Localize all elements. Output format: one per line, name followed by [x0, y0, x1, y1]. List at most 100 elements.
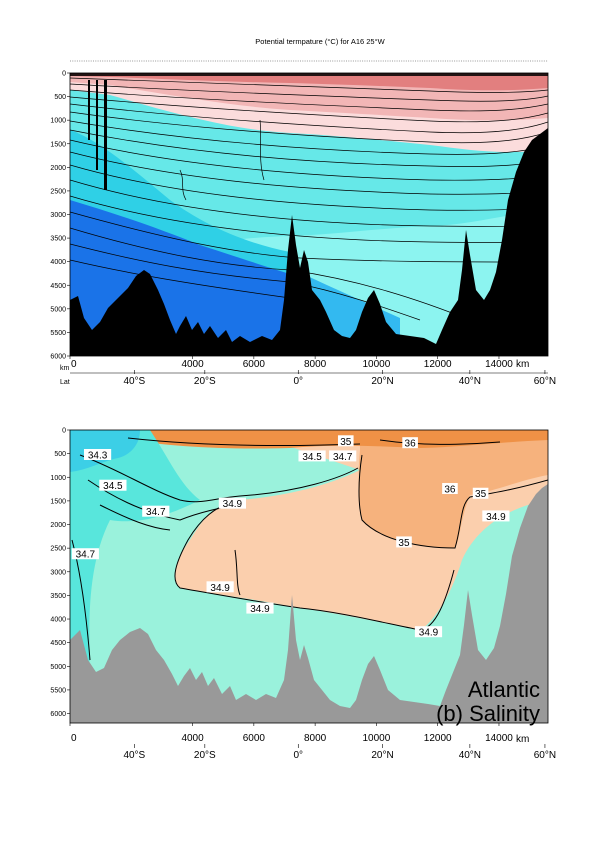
- contour-label-background: [337, 435, 354, 447]
- salinity-contour-labels: 34.3 34.5 34.7 34.7 34.9 34.5 34.7 35 36 36 35 34.9…: [71, 435, 510, 639]
- temperature-depth-axis: 0 500 1000 1500 2000 2500 3000 3500 4000 4500 5000…: [50, 71, 70, 361]
- latitude-tick-label: 40°N: [459, 376, 481, 387]
- distance-tick-label: 6000: [243, 733, 266, 744]
- distance-tick-label: 8000: [304, 359, 327, 370]
- contour-label-background: [99, 479, 127, 491]
- distance-tick-label: 12000: [424, 733, 452, 744]
- salinity-contours: [71, 437, 548, 661]
- distance-tick-label: 0: [71, 733, 77, 744]
- contour-label-background: [142, 505, 170, 517]
- salinity-plot-frame: [69, 429, 549, 724]
- depth-tick-label: 6000: [50, 354, 66, 361]
- depth-tick-label: 2500: [50, 546, 66, 553]
- distance-tick-label: 12000: [424, 359, 452, 370]
- latitude-tick-label: 20°N: [371, 750, 393, 761]
- contour-label: 36: [405, 439, 417, 450]
- depth-tick-label: 0: [62, 428, 66, 435]
- depth-tick-label: 3000: [50, 569, 66, 576]
- salinity-depth-axis: 0 500 1000 1500 2000 2500 3000 3500 4000 4500 5000…: [50, 428, 70, 718]
- depth-tick-label: 5000: [50, 664, 66, 671]
- contour-label-background: [246, 602, 274, 614]
- temperature-seafloor: [70, 128, 548, 356]
- depth-tick-label: 5500: [50, 330, 66, 337]
- contour-label-background: [83, 448, 112, 460]
- warm-surface-layer: [70, 73, 548, 91]
- depth-tick-label: 4000: [50, 259, 66, 266]
- salinity-x-unit-label: km: [516, 734, 529, 745]
- contour-label: 34.9: [419, 628, 439, 639]
- distance-tick-label: 8000: [304, 733, 327, 744]
- latitude-tick-label: 20°S: [194, 750, 216, 761]
- depth-tick-label: 5000: [50, 306, 66, 313]
- contour-label-background: [206, 581, 234, 593]
- contour-label: 34.9: [250, 604, 270, 615]
- depth-tick-label: 500: [54, 451, 66, 458]
- contour-label: 34.3: [88, 450, 108, 461]
- contour-label: 36: [444, 485, 456, 496]
- distance-tick-label: 4000: [181, 359, 204, 370]
- distance-tick-label: 14000: [485, 359, 513, 370]
- depth-tick-label: 1000: [50, 475, 66, 482]
- salinity-distance-axis: 0 4000 6000 8000 10000 12000 14000: [69, 723, 513, 744]
- depth-tick-label: 0: [62, 71, 66, 78]
- latitude-tick-label: 60°N: [534, 376, 556, 387]
- distance-tick-label: 4000: [181, 733, 204, 744]
- contour-label: 34.9: [486, 512, 506, 523]
- contour-label-background: [329, 450, 357, 462]
- temperature-latitude-axis: 40°S 20°S 0° 20°N 40°N 60°N: [123, 370, 556, 387]
- contour-label: 34.7: [76, 550, 96, 561]
- latitude-tick-label: 60°N: [534, 750, 556, 761]
- contour-label: 35: [398, 538, 410, 549]
- depth-tick-label: 2000: [50, 165, 66, 172]
- contour-label: 34.7: [146, 507, 166, 518]
- latitude-tick-label: 0°: [293, 376, 303, 387]
- latitude-tick-label: 40°S: [123, 750, 145, 761]
- salinity-latitude-axis: 40°S 20°S 0° 20°N 40°N 60°N: [123, 744, 556, 761]
- distance-tick-label: 14000: [485, 733, 513, 744]
- temperature-surface-data-strip: [70, 73, 548, 76]
- southern-station-columns: [88, 80, 107, 190]
- latitude-tick-label: 20°N: [371, 376, 393, 387]
- temperature-distance-axis: 0 4000 6000 8000 10000 12000 14000: [69, 356, 513, 370]
- contour-label: 34.9: [223, 499, 243, 510]
- salinity-low-field: [70, 430, 200, 700]
- contour-label-background: [396, 536, 412, 548]
- latitude-tick-label: 20°S: [194, 376, 216, 387]
- temperature-plot-area: [70, 73, 548, 356]
- temperature-y-unit-label: km: [60, 365, 70, 372]
- latitude-tick-label: 40°N: [459, 750, 481, 761]
- depth-tick-label: 500: [54, 94, 66, 101]
- latitude-tick-label: 40°S: [123, 376, 145, 387]
- contour-label: 34.7: [333, 452, 353, 463]
- contour-label: 34.9: [210, 583, 230, 594]
- distance-tick-label: 6000: [243, 359, 266, 370]
- depth-tick-label: 3000: [50, 212, 66, 219]
- depth-tick-label: 1000: [50, 118, 66, 125]
- temperature-x-unit-label: km: [516, 359, 529, 370]
- salinity-panel: 34.3 34.5 34.7 34.7 34.9 34.5 34.7 35 36 36 35 34.9…: [50, 428, 556, 762]
- contour-label-background: [472, 487, 489, 499]
- salinity-plot-area: [70, 430, 548, 723]
- contour-label-background: [414, 626, 443, 638]
- contour-label: 35: [340, 437, 352, 448]
- contour-label: 34.5: [302, 452, 322, 463]
- salinity-seafloor: [70, 484, 548, 723]
- depth-tick-label: 4000: [50, 617, 66, 624]
- panel-title-label: (b) Salinity: [436, 701, 540, 726]
- ocean-basin-label: Atlantic: [468, 677, 540, 702]
- depth-tick-label: 4500: [50, 283, 66, 290]
- contour-label: 34.5: [103, 481, 123, 492]
- depth-tick-label: 5500: [50, 687, 66, 694]
- latitude-row-label: Lat: [60, 379, 70, 386]
- contour-label-background: [402, 437, 418, 449]
- contour-label-background: [71, 548, 99, 560]
- temperature-panel: Potential termpature (°C) for A16 25°W: [50, 37, 556, 387]
- contour-label-background: [298, 450, 326, 462]
- latitude-tick-label: 0°: [293, 750, 303, 761]
- distance-tick-label: 0: [71, 359, 77, 370]
- contour-label-background: [442, 483, 458, 495]
- contour-label: 35: [475, 489, 487, 500]
- contour-label-background: [218, 497, 246, 509]
- depth-tick-label: 2500: [50, 188, 66, 195]
